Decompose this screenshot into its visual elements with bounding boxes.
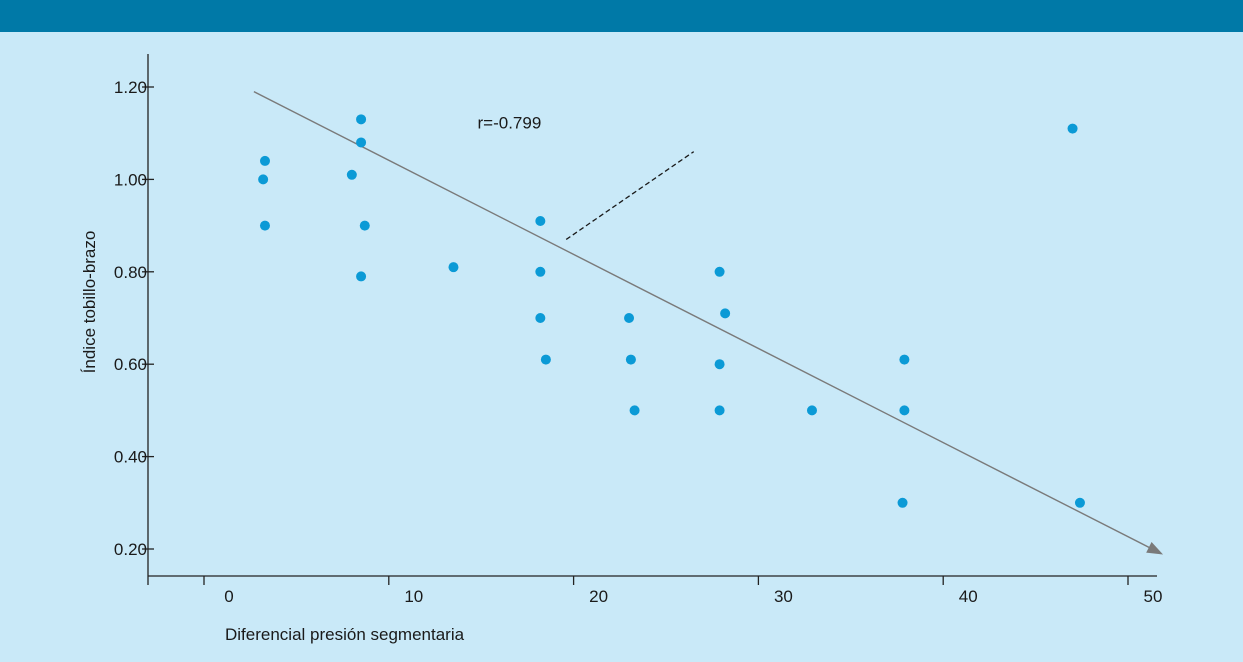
axes: [147, 54, 1157, 577]
data-point: [897, 497, 908, 508]
x-tick-label: 20: [589, 587, 608, 606]
y-tick-label: 0.40: [114, 448, 147, 467]
x-axis-title: Diferencial presión segmentaria: [225, 625, 465, 644]
data-point: [629, 405, 640, 416]
trend-line-group: [253, 90, 1164, 555]
data-point: [540, 354, 551, 365]
y-tick-label: 1.20: [114, 78, 147, 97]
data-point: [714, 359, 725, 370]
x-ticks: 0 10 20 30 40 50: [147, 576, 1163, 606]
data-point: [258, 174, 269, 185]
chart-panel: 0 10 20 30 40 50 0.20 0.40 0.60 0.80 1.00 1.20 r=-…: [7, 32, 1236, 662]
data-point: [535, 215, 546, 226]
data-point: [356, 137, 367, 148]
regression-line: [253, 90, 1164, 555]
data-point: [356, 271, 367, 282]
data-point: [1067, 123, 1078, 134]
data-point: [359, 220, 370, 231]
y-tick-label: 0.80: [114, 263, 147, 282]
data-point: [714, 266, 725, 277]
data-point: [535, 266, 546, 277]
data-point: [625, 354, 636, 365]
data-point: [259, 220, 270, 231]
data-points: [258, 114, 1085, 508]
data-point: [624, 313, 635, 323]
header-bar: [0, 0, 1243, 32]
x-tick-label: 40: [959, 587, 978, 606]
y-tick-label: 1.00: [114, 170, 147, 189]
data-point: [259, 155, 270, 166]
correlation-label: r=-0.799: [478, 114, 542, 133]
data-point: [535, 313, 546, 323]
annotations: r=-0.799: [478, 114, 695, 240]
scatter-chart: 0 10 20 30 40 50 0.20 0.40 0.60 0.80 1.00 1.20 r=-…: [80, 54, 1164, 644]
data-point: [899, 354, 910, 365]
y-ticks: 0.20 0.40 0.60 0.80 1.00 1.20: [114, 78, 154, 559]
correlation-leader-line: [565, 151, 695, 240]
data-point: [1074, 497, 1085, 508]
y-axis-title: Índice tobillo-brazo: [80, 231, 99, 374]
data-point: [448, 262, 459, 273]
data-point: [714, 405, 725, 416]
data-point: [346, 169, 357, 180]
data-point: [356, 114, 367, 125]
y-tick-label: 0.20: [114, 540, 147, 559]
x-tick-label: 10: [404, 587, 423, 606]
data-point: [720, 308, 731, 319]
data-point: [899, 405, 910, 416]
x-tick-label: 0: [224, 587, 233, 606]
data-point: [806, 405, 817, 416]
y-tick-label: 0.60: [114, 355, 147, 374]
x-tick-label: 50: [1144, 587, 1163, 606]
x-tick-label: 30: [774, 587, 793, 606]
